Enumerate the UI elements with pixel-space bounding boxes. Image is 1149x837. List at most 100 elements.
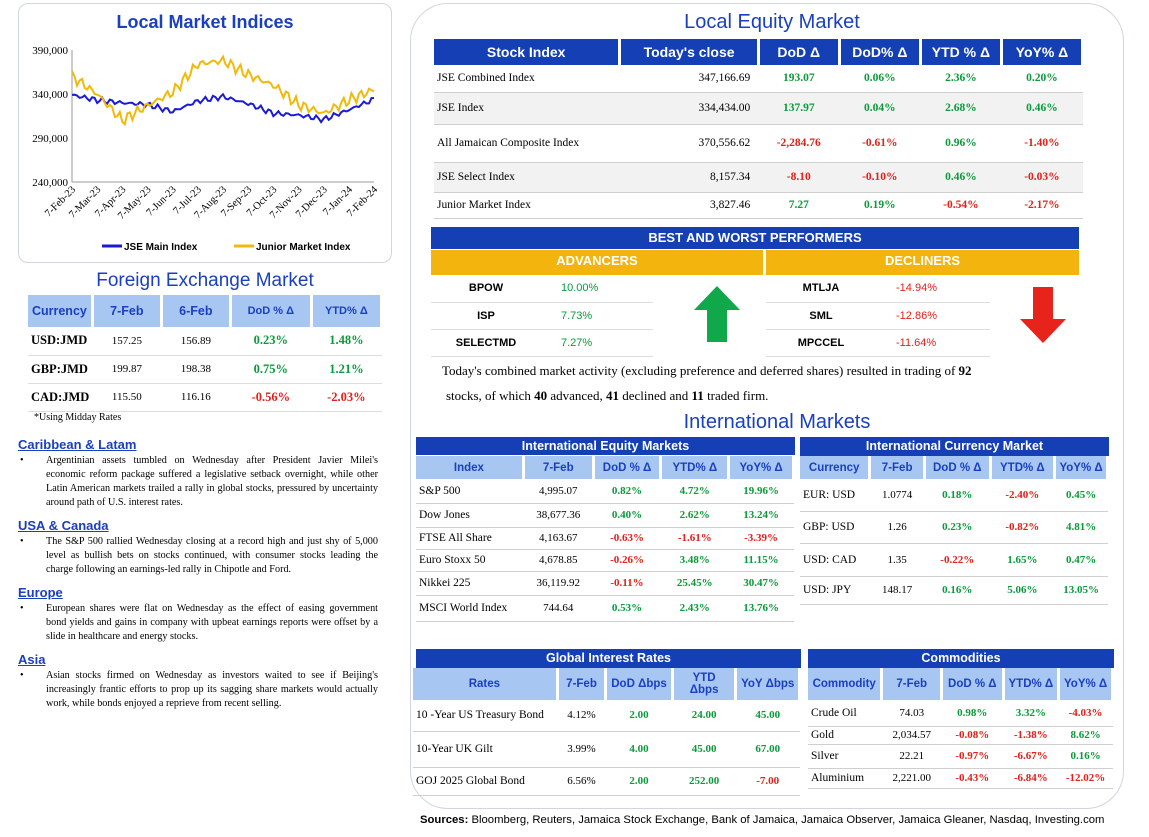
header-cell: 7-Feb	[869, 456, 926, 479]
table-row: Gold 2,034.57 -0.08% -1.38% 8.62%	[808, 726, 1113, 744]
down-arrow-icon	[1020, 287, 1066, 343]
cell: 10-Year UK Gilt	[416, 743, 493, 755]
equity-cell: 2.36%	[945, 72, 977, 85]
header-cell: YoY% Δ	[728, 456, 795, 479]
equity-cell: 0.46%	[945, 171, 977, 183]
equity-header-cell: DoD% Δ	[839, 39, 922, 65]
equity-header-cell: DoD Δ	[758, 39, 841, 65]
header-cell: Currency	[800, 456, 872, 479]
equity-cell: All Jamaican Composite Index	[437, 137, 580, 149]
table-row: USD:JMD 157.25 156.89 0.23% 1.48%	[28, 327, 382, 355]
cell: -4.03%	[1068, 706, 1103, 719]
cell: 0.18%	[942, 488, 973, 501]
intl-eq-title: International Equity Markets	[416, 437, 795, 455]
header-cell: Rates	[413, 668, 559, 700]
y-tick-label: 390,000	[32, 45, 68, 57]
equity-cell: 0.20%	[1026, 72, 1058, 85]
cell: -0.82%	[1005, 521, 1040, 533]
equity-cell: Junior Market Index	[437, 199, 531, 211]
cell: 0.16%	[942, 584, 973, 596]
cell: 22.21	[899, 750, 925, 762]
cell: 13.76%	[743, 602, 779, 614]
cell: 74.03	[899, 706, 925, 719]
cell: 4.72%	[679, 484, 710, 497]
table-row: S&P 500 4,995.07 0.82% 4.72% 19.96%	[416, 479, 794, 503]
market-summary: Today's combined market activity (exclud…	[442, 363, 972, 403]
cell: 0.98%	[957, 706, 988, 719]
cell: 0.16%	[1070, 750, 1101, 762]
equity-header-cell: YoY% Δ	[1001, 39, 1085, 65]
cell: Gold	[811, 729, 834, 741]
cell: 252.00	[688, 775, 720, 787]
equity-cell: 0.19%	[864, 199, 896, 211]
cell: Aluminium	[811, 772, 865, 784]
header-cell: YTD% Δ	[660, 456, 731, 479]
table-row: GBP: USD 1.26 0.23% -0.82% 4.81%	[800, 511, 1108, 543]
performer-ticker[interactable]: SELECTMD	[455, 336, 517, 349]
cell: 30.47%	[743, 577, 779, 589]
cell: GOJ 2025 Global Bond	[416, 775, 525, 787]
cell: 10 -Year US Treasury Bond	[416, 709, 544, 722]
performer-ticker[interactable]: BPOW	[468, 282, 504, 295]
news-heading[interactable]: USA & Canada	[18, 518, 109, 533]
cell: -2.40%	[1005, 488, 1040, 501]
fx-cell: 1.21%	[329, 361, 364, 376]
fx-cell: CAD:JMD	[31, 389, 90, 404]
equity-cell: -0.03%	[1024, 171, 1060, 183]
cell: 2.00	[629, 709, 649, 722]
performer-ticker[interactable]: MPCCEL	[797, 336, 845, 349]
header-cell: YTD% Δ	[1003, 668, 1061, 700]
legend-label: JSE Main Index	[124, 242, 198, 253]
table-row: GBP:JMD 199.87 198.38 0.75% 1.21%	[28, 355, 382, 383]
news-heading[interactable]: Caribbean & Latam	[18, 437, 137, 452]
decliners-header: DECLINERS	[766, 250, 1079, 275]
cell: 45.00	[755, 709, 781, 722]
cell: 13.24%	[743, 509, 779, 521]
equity-cell: -8.10	[786, 171, 811, 183]
cell: 45.00	[691, 743, 717, 755]
cell: 2.43%	[679, 602, 710, 614]
table-row: Junior Market Index 3,827.46 7.27 0.19% -0.5…	[434, 192, 1083, 218]
news-text: Asian stocks firmed on Wednesday as inve…	[18, 669, 378, 711]
series-line-1	[71, 54, 375, 127]
cell: 1.65%	[1007, 553, 1038, 566]
table-row: BPOW 10.00%	[431, 275, 653, 302]
table-row: MSCI World Index 744.64 0.53% 2.43% 13.76%	[416, 595, 794, 621]
news-heading[interactable]: Asia	[18, 652, 46, 667]
table-row: Silver 22.21 -0.97% -6.67% 0.16%	[808, 744, 1113, 768]
equity-cell: 0.46%	[1026, 102, 1058, 114]
table-row: FTSE All Share 4,163.67 -0.63% -1.61% -3.39%	[416, 527, 794, 549]
cell: 4,163.67	[539, 532, 578, 544]
equity-cell: 3,827.46	[709, 199, 751, 211]
fx-header-cell: YTD% Δ	[311, 295, 384, 327]
cell: Nikkei 225	[419, 577, 471, 589]
header-cell: 7-Feb	[557, 668, 608, 700]
cell: GBP: USD	[803, 521, 855, 533]
performer-ticker[interactable]: MTLJA	[802, 282, 840, 295]
fx-cell: -2.03%	[327, 389, 366, 404]
table-row: JSE Select Index 8,157.34 -8.10 -0.10% 0.46%…	[434, 162, 1083, 192]
table-row: MTLJA -14.94%	[766, 275, 990, 302]
cell: 1.35	[887, 553, 907, 566]
header-cell: YoY% Δ	[1058, 668, 1114, 700]
cell: 6.56%	[567, 775, 596, 787]
header-cell: DoD Δbps	[605, 668, 674, 700]
sources: Sources: Bloomberg, Reuters, Jamaica Sto…	[420, 814, 1105, 826]
equity-cell: 193.07	[782, 72, 815, 85]
fx-cell: 156.89	[180, 334, 211, 347]
header-cell: Index	[416, 456, 525, 479]
performer-ticker[interactable]: SML	[809, 309, 833, 322]
cell: 2.00	[629, 775, 649, 787]
table-row: Dow Jones 38,677.36 0.40% 2.62% 13.24%	[416, 503, 794, 527]
news-section: Caribbean & Latam Argentinian assets tumb…	[18, 437, 378, 719]
cell: -6.84%	[1013, 772, 1048, 784]
equity-title: Local Equity Market	[684, 11, 860, 33]
header-cell: 7-Feb	[523, 456, 595, 479]
cell: 13.05%	[1063, 584, 1099, 596]
equity-cell: -2,284.76	[776, 137, 821, 149]
equity-cell: 7.27	[788, 199, 809, 211]
cell: -0.08%	[955, 729, 990, 741]
performer-ticker[interactable]: ISP	[477, 309, 495, 322]
news-heading[interactable]: Europe	[18, 585, 63, 600]
fx-header-cell: 7-Feb	[92, 295, 163, 327]
